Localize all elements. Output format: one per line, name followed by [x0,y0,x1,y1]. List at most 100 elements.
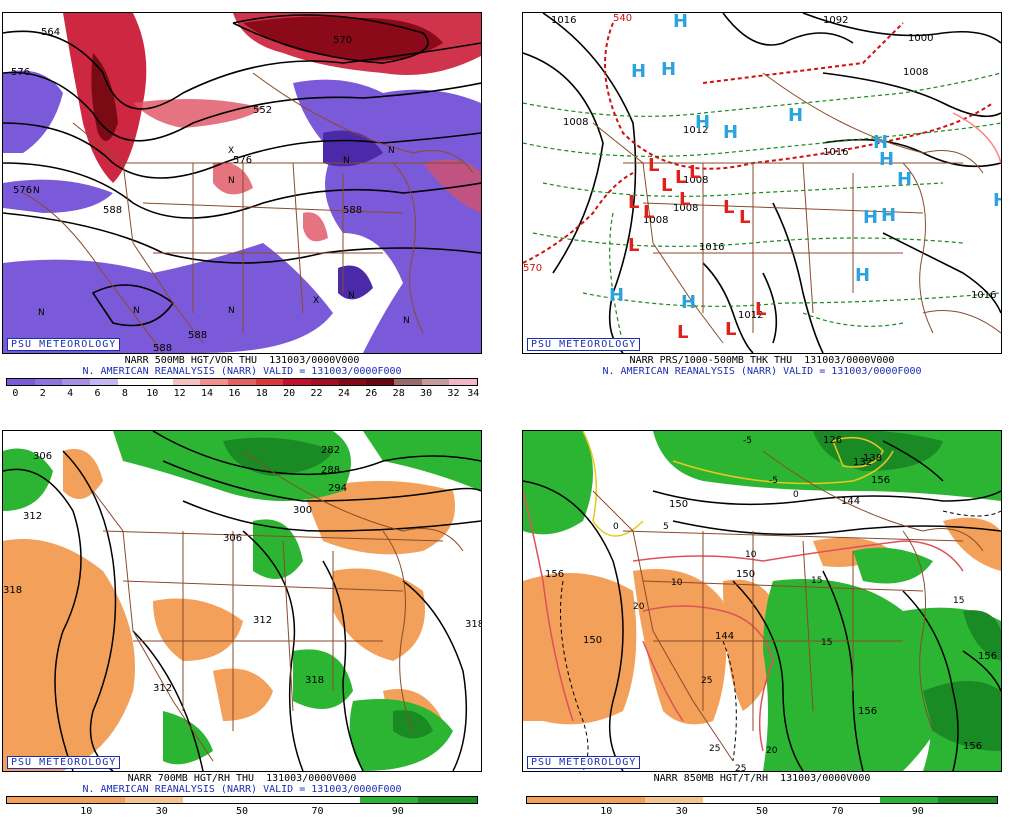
colorbar-swatch [7,797,66,803]
scale-tick: 20 [283,388,296,399]
low-pressure-marker: L [679,189,690,210]
state-borders [592,72,1001,344]
svg-text:N: N [228,176,235,186]
state-borders [92,450,464,762]
scale-tick: 10 [600,806,613,817]
temp-label: 15 [953,596,964,606]
temp-label: 25 [701,676,712,686]
contour-label: 156 [871,475,890,486]
colorbar-swatch [145,379,173,385]
colorbar-swatch [89,379,118,385]
scale-tick: 4 [67,388,74,399]
temp-label: 0 [613,522,619,532]
scale-tick: 30 [675,806,688,817]
rh-850mb-map: 150 156 150 144 156 156 144 150 156 138 … [523,431,1001,771]
isobars [523,13,1001,353]
high-pressure-marker: H [897,169,912,190]
contour-label: 312 [253,615,272,626]
contour-label: 1008 [903,67,928,78]
contour-label: 576 [233,155,252,166]
scale-tick: 34 [467,388,480,399]
vort-blob-3 [423,159,481,213]
low-pressure-marker: L [628,192,639,213]
colorbar-swatch [124,797,184,803]
rh-colorbar [6,796,478,804]
contour-label: 300 [293,505,312,516]
temp-label: 15 [821,638,832,648]
contour-label: 576 [11,67,30,78]
contour-label: 318 [465,619,481,630]
colorbar-swatch [762,797,821,803]
contour-label: 156 [963,741,982,752]
vort-core-north [243,16,443,61]
contour-label: 156 [978,651,997,662]
contour-label: 156 [545,569,564,580]
contour-label: 1016 [551,15,576,26]
vort-neg-2 [3,179,113,213]
scale-tick: 30 [155,806,168,817]
vorticity-map: N N N N N N N N N X X 564 576 576 576 588 588 5… [3,13,481,353]
contour-label: 588 [188,330,207,341]
rh-scale-ticks: 10 30 50 70 90 [526,806,998,818]
rh-colorbar [526,796,998,804]
svg-text:N: N [388,146,395,156]
contour-label: 294 [328,483,347,494]
high-pressure-marker: H [873,132,888,153]
colorbar-swatch [300,797,360,803]
temp-label: 25 [709,744,720,754]
contour-label: 1000 [908,33,933,44]
temp-label: 10 [671,578,683,588]
contour-label: 126 [823,435,842,446]
svg-text:N: N [38,308,45,318]
map-frame: 150 156 150 144 156 156 144 150 156 138 … [522,430,1002,772]
temp-label: -5 [769,476,778,486]
colorbar-swatch [200,379,229,385]
contour-label: 1016 [823,147,848,158]
low-pressure-marker: L [628,235,639,256]
scale-tick: 26 [365,388,378,399]
colorbar-swatch [527,797,586,803]
colorbar-swatch [393,379,422,385]
vorticity-scale-ticks: 0 2 4 6 8 10 12 14 16 18 20 22 24 26 28 … [6,388,480,400]
temp-label: 20 [633,602,645,612]
contour-label: 588 [103,205,122,216]
temp-label: 10 [745,550,757,560]
contour-label: 318 [3,585,22,596]
contour-label: 138 [863,453,882,464]
panel-700mb-rh: 306 312 318 282 288 294 300 306 312 318 … [2,430,482,820]
temp-label: 15 [811,576,822,586]
colorbar-swatch [172,379,201,385]
svg-text:N: N [343,156,350,166]
contour-label: 318 [305,675,324,686]
contour-label: 1012 [683,125,708,136]
colorbar-swatch [449,379,477,385]
panel-pressure-thickness: 1016 1000 1008 1016 1016 1008 1016 1012 … [522,12,1002,402]
state-borders [592,450,984,762]
colorbar-swatch [820,797,880,803]
vort-neg-1 [3,70,63,153]
temp-label: 5 [663,522,669,532]
colorbar-swatch [938,797,997,803]
contour-label: 282 [321,445,340,456]
contour-label: 156 [858,706,877,717]
colorbar-swatch [366,379,394,385]
scale-tick: 24 [337,388,350,399]
high-pressure-marker: H [855,265,870,286]
colorbar-swatch [34,379,63,385]
vort-neg-3 [3,243,333,353]
svg-text:N: N [403,316,410,326]
pressure-map: 1016 1000 1008 1016 1016 1008 1016 1012 … [523,13,1001,353]
scale-tick: 16 [228,388,241,399]
high-pressure-marker: H [881,205,896,226]
temp-label: -5 [743,436,752,446]
rh-scale-ticks: 10 30 50 70 90 [6,806,478,818]
colorbar-swatch [7,379,35,385]
map-frame: 306 312 318 282 288 294 300 306 312 318 … [2,430,482,772]
high-pressure-marker: H [993,190,1001,211]
moist-dark-areas [813,431,1001,751]
low-pressure-marker: L [643,202,654,223]
colorbar-swatch [255,379,284,385]
contour-label: 564 [41,27,60,38]
scale-tick: 12 [173,388,186,399]
colorbar-swatch [421,379,450,385]
